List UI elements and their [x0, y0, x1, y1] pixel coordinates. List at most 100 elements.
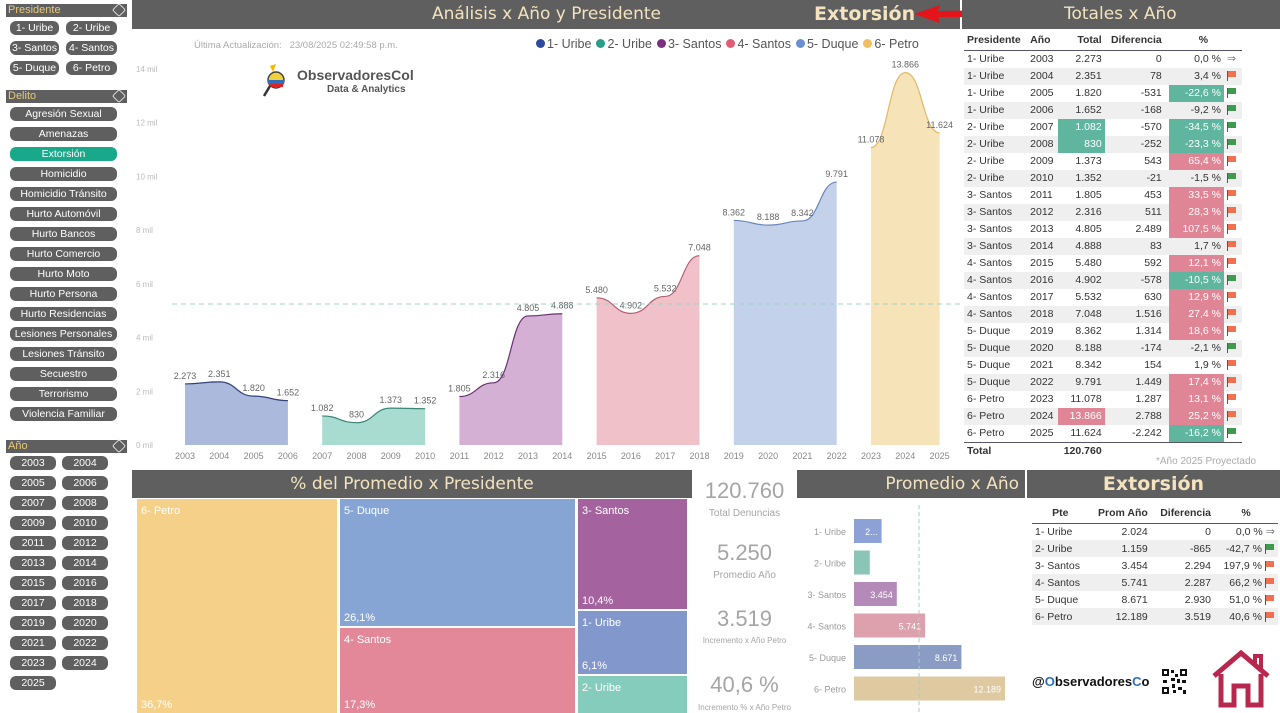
column-header-total[interactable]: Total — [1077, 33, 1102, 46]
delito-option-secuestro[interactable]: Secuestro — [10, 367, 117, 381]
delito-option-homicidio[interactable]: Homicidio — [10, 167, 117, 181]
anio-option-2009[interactable]: 2009 — [10, 516, 56, 530]
legend-dot-icon — [536, 39, 545, 48]
anio-option-2013[interactable]: 2013 — [10, 556, 56, 570]
anio-option-2019[interactable]: 2019 — [10, 616, 56, 630]
column-header-ano[interactable]: Año — [1030, 33, 1051, 46]
presidente-option-2-uribe[interactable]: 2- Uribe — [66, 21, 117, 35]
clear-filter-icon[interactable] — [111, 2, 127, 18]
anio-option-2023[interactable]: 2023 — [10, 656, 56, 670]
totals-table-container: Presidente Año Total Diferencia% 1- Uribe 20… — [964, 30, 1244, 460]
anio-option-2020[interactable]: 2020 — [62, 616, 108, 630]
qr-code-icon[interactable] — [1161, 668, 1188, 695]
delito-option-extorsion[interactable]: Extorsión — [10, 147, 117, 161]
delito-option-hurto-comercio[interactable]: Hurto Comercio — [10, 247, 117, 261]
bar-3-santos[interactable] — [854, 582, 897, 606]
anio-option-2025[interactable]: 2025 — [10, 676, 56, 690]
delito-option-hurto-bancos[interactable]: Hurto Bancos — [10, 227, 117, 241]
treemap-cell-6-petro[interactable]: 6- Petro 36,7% — [137, 499, 337, 713]
presidente-option-1-uribe[interactable]: 1- Uribe — [10, 21, 59, 35]
diff-cell: -865 — [1150, 540, 1214, 557]
presidente-option-5-duque[interactable]: 5- Duque — [10, 61, 59, 75]
anio-option-2004[interactable]: 2004 — [62, 456, 108, 470]
legend-item-5-duque[interactable]: 5- Duque — [795, 37, 858, 51]
pct-value: 12,9 % — [1169, 288, 1224, 306]
column-header-pct[interactable]: % — [1241, 506, 1251, 519]
column-header-prom-ano[interactable]: Prom Año — [1098, 506, 1148, 519]
anio-option-2022[interactable]: 2022 — [62, 636, 108, 650]
delito-option-hurto-moto[interactable]: Hurto Moto — [10, 267, 117, 281]
area-3-santos[interactable] — [459, 313, 563, 445]
anio-option-2017[interactable]: 2017 — [10, 596, 56, 610]
avg-cell: 12.189 — [1088, 608, 1151, 625]
delito-option-agresion-sexual[interactable]: Agresión Sexual — [10, 107, 117, 121]
treemap-cell-1-uribe[interactable]: 1- Uribe 6,1% — [578, 611, 687, 674]
legend-item-3-santos[interactable]: 3- Santos — [656, 37, 721, 51]
anio-option-2010[interactable]: 2010 — [62, 516, 108, 530]
legend-item-1-uribe[interactable]: 1- Uribe — [536, 37, 591, 51]
delito-option-terrorismo[interactable]: Terrorismo — [10, 387, 117, 401]
x-tick-label: 2008 — [346, 451, 366, 461]
treemap-cell-2-uribe[interactable]: 2- Uribe — [578, 676, 687, 713]
x-tick-label: 2022 — [827, 451, 847, 461]
delito-option-lesiones-personales[interactable]: Lesiones Personales — [10, 327, 117, 341]
indicator — [1224, 393, 1242, 405]
legend-item-6-petro[interactable]: 6- Petro — [863, 37, 919, 51]
clear-filter-icon[interactable] — [111, 438, 127, 454]
total-cell: 9.791 — [1058, 373, 1105, 391]
delito-option-hurto-persona[interactable]: Hurto Persona — [10, 287, 117, 301]
column-header-pte[interactable]: Pte — [1052, 506, 1069, 519]
pct-value: 197,9 % — [1223, 559, 1262, 572]
bar-6-petro[interactable] — [854, 676, 1005, 701]
anio-option-2003[interactable]: 2003 — [10, 456, 56, 470]
anio-option-2005[interactable]: 2005 — [10, 476, 56, 490]
delito-option-hurto-automovil[interactable]: Hurto Automóvil — [10, 207, 117, 221]
delito-option-violencia-familiar[interactable]: Violencia Familiar — [10, 407, 117, 421]
area-5-duque[interactable] — [733, 182, 837, 445]
anio-option-2021[interactable]: 2021 — [10, 636, 56, 650]
year-cell: 2022 — [1027, 373, 1059, 391]
anio-option-2016[interactable]: 2016 — [62, 576, 108, 590]
legend-item-4-santos[interactable]: 4- Santos — [726, 37, 791, 51]
anio-option-2007[interactable]: 2007 — [10, 496, 56, 510]
x-tick-label: 2025 — [930, 451, 950, 461]
anio-option-2018[interactable]: 2018 — [62, 596, 108, 610]
anio-option-2012[interactable]: 2012 — [62, 536, 108, 550]
total-cell: 5.480 — [1075, 257, 1102, 269]
anio-option-2015[interactable]: 2015 — [10, 576, 56, 590]
anio-option-2011[interactable]: 2011 — [10, 536, 56, 550]
logo-name: ObservadoresCol — [297, 67, 414, 83]
twitter-handle[interactable]: @ObservadoresCo — [1032, 674, 1149, 689]
area-6-petro[interactable] — [871, 72, 940, 446]
treemap-cell-5-duque[interactable]: 5- Duque 26,1% — [340, 499, 575, 626]
column-header-[interactable]: % — [1198, 33, 1209, 46]
presidente-option-4-santos[interactable]: 4- Santos — [66, 41, 117, 55]
delito-option-amenazas[interactable]: Amenazas — [10, 127, 117, 141]
anio-option-2014[interactable]: 2014 — [62, 556, 108, 570]
delito-option-lesiones-transito[interactable]: Lesiones Tránsito — [10, 347, 117, 361]
bar-4-santos[interactable] — [854, 613, 926, 638]
bar-1-uribe[interactable] — [854, 519, 882, 543]
anio-option-2008[interactable]: 2008 — [62, 496, 108, 510]
bar-2-uribe[interactable] — [854, 550, 870, 575]
clear-filter-icon[interactable] — [111, 88, 127, 104]
bar-5-duque[interactable] — [854, 645, 962, 669]
president-cell: 6- Petro — [964, 407, 1028, 425]
delito-option-hurto-residencias[interactable]: Hurto Residencias — [10, 307, 117, 321]
red-flag-icon — [1265, 612, 1275, 623]
column-header-diferencia[interactable]: Diferencia — [1110, 33, 1162, 46]
column-header-presidente[interactable]: Presidente — [967, 33, 1021, 46]
column-header-diferencia[interactable]: Diferencia — [1160, 506, 1211, 519]
treemap-cell-4-santos[interactable]: 4- Santos 17,3% — [340, 628, 575, 713]
anio-option-2006[interactable]: 2006 — [62, 476, 108, 490]
area-2-uribe[interactable] — [322, 408, 426, 445]
legend-item-2-uribe[interactable]: 2- Uribe — [596, 37, 652, 51]
anio-option-2024[interactable]: 2024 — [62, 656, 108, 670]
home-icon[interactable] — [1210, 650, 1272, 708]
area-1-uribe[interactable] — [185, 381, 288, 445]
treemap-cell-3-santos[interactable]: 3- Santos 10,4% — [578, 499, 687, 609]
presidente-option-3-santos[interactable]: 3- Santos — [10, 41, 59, 55]
presidente-option-6-petro[interactable]: 6- Petro — [66, 61, 117, 75]
delito-option-homicidio-transito[interactable]: Homicidio Tránsito — [10, 187, 117, 201]
area-4-santos[interactable] — [596, 255, 700, 445]
